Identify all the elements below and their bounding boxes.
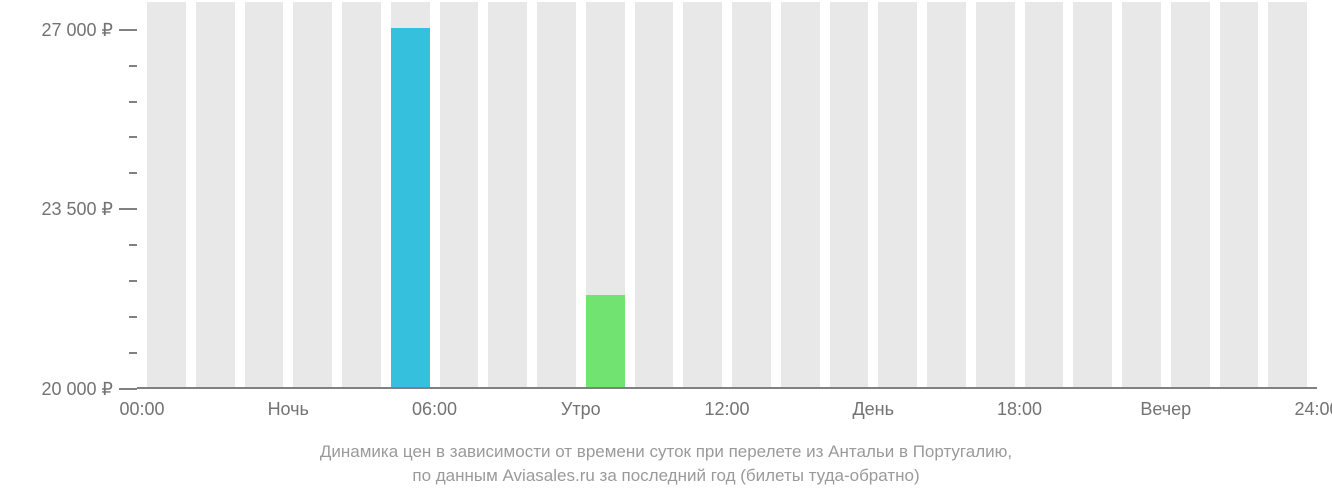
caption-line-1: Динамика цен в зависимости от времени су… [320,442,1012,461]
bar-slot [927,2,966,387]
bar-slot [488,2,527,387]
y-tick-minor [129,136,137,138]
y-tick-minor [129,172,137,174]
y-tick-minor [129,280,137,282]
price-bar [586,295,625,387]
bar-slot [1025,2,1064,387]
bar-slot [1171,2,1210,387]
price-bar [391,28,430,387]
y-tick-minor [129,65,137,67]
bar-slot [440,2,479,387]
x-tick-label: Вечер [1140,399,1191,420]
bar-slot [1073,2,1112,387]
chart-caption: Динамика цен в зависимости от времени су… [0,440,1332,488]
bar-slot [635,2,674,387]
y-tick-minor [129,352,137,354]
y-tick-label: 20 000 ₽ [41,379,113,400]
y-tick-minor [129,244,137,246]
bar-slot [293,2,332,387]
price-by-hour-chart: 20 000 ₽ 23 500 ₽ 27 000 ₽ 00:00 Ночь 06:00 У… [0,0,1332,502]
x-tick-label: 00:00 [119,399,164,420]
x-tick-label: Утро [561,399,601,420]
bar-slot [781,2,820,387]
y-tick-label: 23 500 ₽ [41,199,113,220]
bar-slot [732,2,771,387]
y-tick-minor [129,316,137,318]
bar-slot [683,2,722,387]
x-tick-label: 06:00 [412,399,457,420]
y-tick-label: 27 000 ₽ [41,20,113,41]
caption-line-2: по данным Aviasales.ru за последний год … [412,466,919,485]
bar-slot [147,2,186,387]
y-tick-minor [129,101,137,103]
bar-slot [976,2,1015,387]
x-tick-label: 24:00 [1294,399,1332,420]
bar-slot [1268,2,1307,387]
bar-slot [196,2,235,387]
bar-slot [342,2,381,387]
x-tick-label: День [852,399,894,420]
bar-slot [878,2,917,387]
bar-slot [537,2,576,387]
bar-slot [830,2,869,387]
bar-slot [1122,2,1161,387]
plot-area [137,4,1317,389]
bar-slot [1220,2,1259,387]
x-tick-label: 18:00 [997,399,1042,420]
bar-slot [245,2,284,387]
x-tick-label: Ночь [268,399,309,420]
x-tick-label: 12:00 [704,399,749,420]
